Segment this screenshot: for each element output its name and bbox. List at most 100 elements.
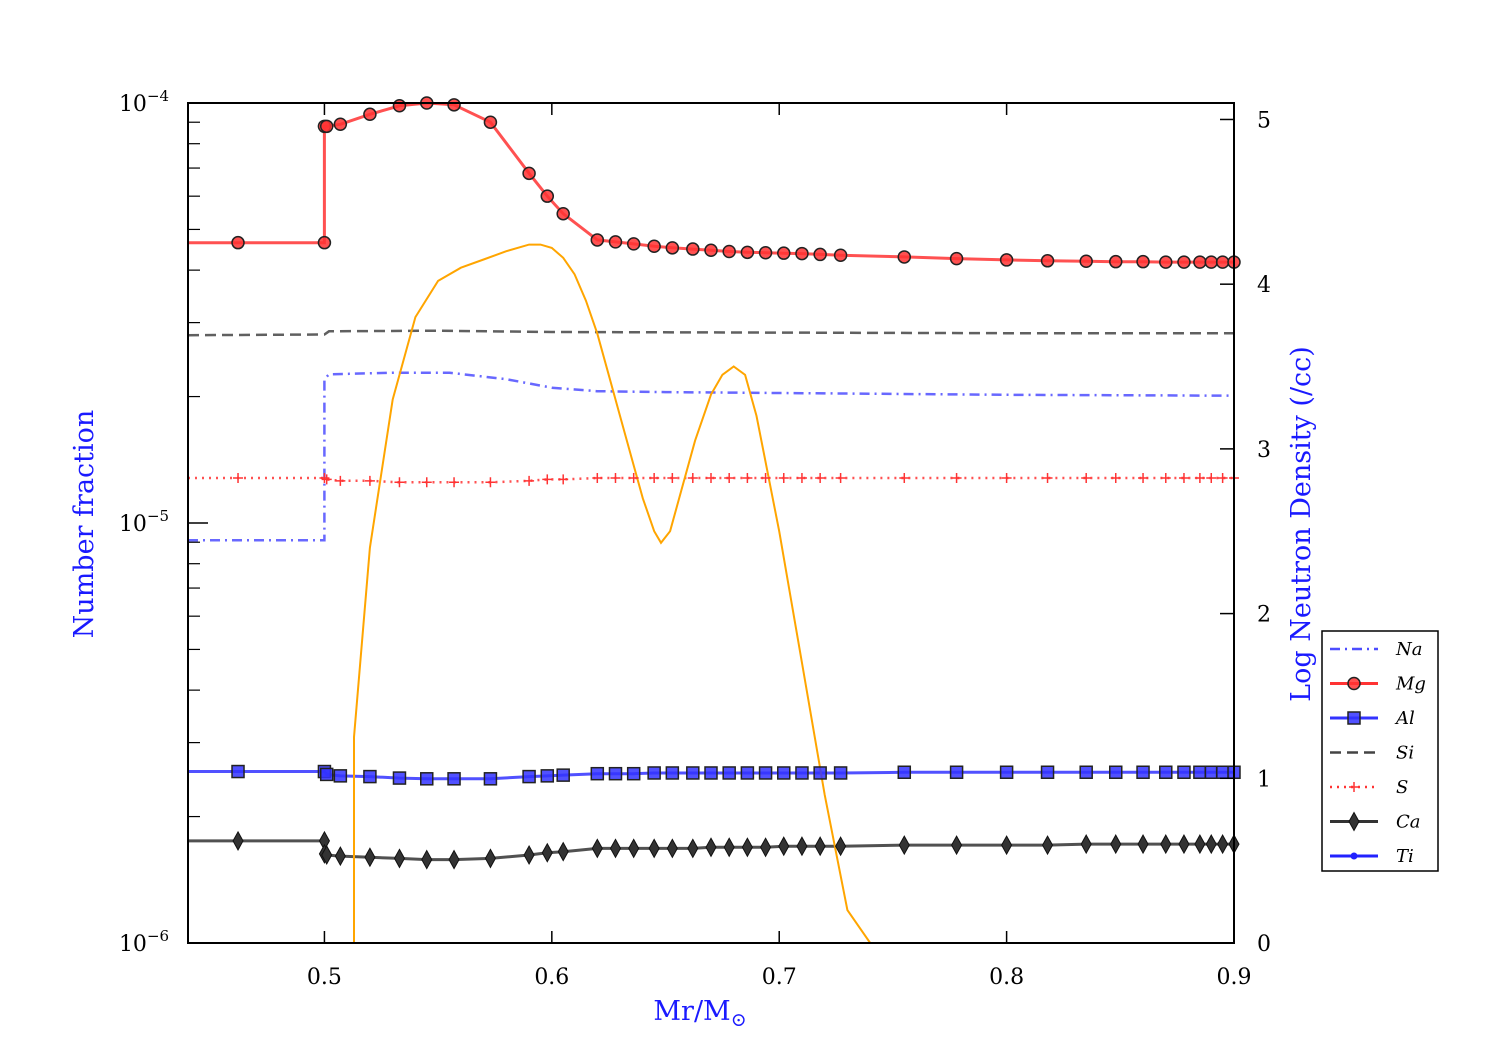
- marker-al: [1193, 765, 1207, 780]
- marker-s: [1206, 472, 1217, 483]
- marker-al: [949, 765, 964, 780]
- marker-s: [1160, 472, 1171, 483]
- legend-marker-mg: [1347, 676, 1361, 691]
- y-right-tick-label: 3: [1257, 438, 1271, 463]
- legend: Na Mg Al Si S Ca Ti: [1321, 630, 1439, 872]
- marker-s: [319, 472, 330, 483]
- y-right-tick-label: 0: [1257, 932, 1271, 957]
- marker-ca: [1001, 835, 1013, 856]
- marker-ca: [705, 837, 717, 858]
- marker-mg: [1079, 254, 1093, 268]
- marker-s: [899, 472, 910, 483]
- marker-s: [706, 472, 716, 483]
- legend-marker-ti: [1350, 852, 1358, 860]
- marker-ca: [609, 838, 622, 859]
- marker-s: [542, 474, 553, 485]
- marker-al: [333, 769, 348, 783]
- marker-ca: [778, 836, 790, 857]
- marker-ca: [1178, 834, 1190, 855]
- legend-label-ca: Ca: [1396, 812, 1421, 833]
- marker-al: [704, 766, 718, 780]
- marker-mg: [1193, 255, 1207, 269]
- marker-s: [1110, 472, 1121, 483]
- plot-frame: [187, 102, 1235, 944]
- marker-mg: [1136, 254, 1150, 269]
- marker-ca: [723, 837, 735, 858]
- y-right-tick-label: 5: [1257, 108, 1271, 133]
- legend-label-al: Al: [1394, 708, 1415, 729]
- series-line-s: [188, 476, 1234, 484]
- marker-ca: [741, 837, 753, 858]
- marker-mg: [833, 248, 848, 263]
- marker-s: [951, 472, 962, 483]
- y-left-tick-label: 10−4: [119, 87, 169, 117]
- marker-s: [610, 472, 621, 483]
- marker-s: [321, 474, 332, 485]
- series-line-na: [188, 371, 1234, 542]
- marker-s: [233, 472, 244, 483]
- x-tick-label: 0.6: [534, 965, 569, 990]
- y-right-tick-label: 4: [1257, 273, 1271, 298]
- neutron-density-line: [353, 243, 872, 943]
- marker-mg: [897, 250, 912, 264]
- marker-ca: [1217, 834, 1229, 855]
- marker-mg: [319, 119, 334, 134]
- marker-ca: [334, 846, 346, 867]
- legend-marker-s: [1349, 782, 1359, 792]
- y-left-tick-label: 10−5: [119, 507, 169, 537]
- marker-s: [592, 472, 603, 483]
- marker-s: [724, 472, 735, 483]
- marker-s: [815, 472, 826, 483]
- y-right-tick-label: 1: [1257, 767, 1271, 792]
- x-tick-label: 0.9: [1217, 965, 1252, 990]
- x-tick-label: 0.5: [307, 965, 342, 990]
- legend-label-na: Na: [1395, 639, 1422, 660]
- marker-ca: [557, 841, 569, 862]
- marker-al: [392, 771, 407, 785]
- marker-s: [796, 472, 807, 483]
- marker-ca: [1110, 834, 1122, 855]
- marker-mg: [447, 98, 461, 112]
- marker-al: [722, 766, 736, 780]
- ticks-layer: 0.5 0.6 0.7 0.8 0.9 10−6 10−5 10−4 0 1 2 3 4 5: [119, 87, 1271, 990]
- marker-al: [522, 769, 536, 784]
- marker-mg: [556, 206, 570, 221]
- marker-al: [1136, 765, 1150, 780]
- marker-mg: [590, 233, 605, 247]
- x-axis-title: Mr/M⊙: [653, 996, 746, 1031]
- marker-al: [608, 766, 623, 781]
- marker-s: [485, 477, 496, 488]
- marker-ca: [1080, 834, 1092, 855]
- marker-mg: [999, 253, 1014, 267]
- marker-al: [999, 765, 1014, 780]
- marker-al: [626, 766, 641, 781]
- marker-mg: [704, 243, 718, 258]
- marker-mg: [363, 107, 377, 122]
- marker-s: [394, 477, 405, 488]
- marker-s: [687, 472, 698, 483]
- marker-mg: [483, 115, 498, 129]
- marker-mg: [777, 246, 791, 260]
- marker-ca: [687, 838, 699, 859]
- marker-al: [556, 768, 570, 782]
- marker-mg: [722, 244, 736, 259]
- marker-al: [813, 766, 827, 780]
- y-axis-right-title: Log Neutron Density (/cc): [1286, 346, 1317, 702]
- marker-ca: [321, 844, 333, 866]
- marker-al: [897, 765, 912, 780]
- marker-s: [1194, 472, 1205, 483]
- marker-ca: [814, 836, 826, 857]
- marker-ca: [232, 830, 244, 851]
- marker-s: [778, 472, 789, 483]
- marker-al: [1040, 765, 1055, 780]
- marker-mg: [1215, 255, 1230, 269]
- marker-al: [1109, 765, 1123, 780]
- marker-ca: [796, 836, 808, 857]
- marker-s: [335, 475, 346, 486]
- marker-al: [540, 769, 555, 783]
- marker-ca: [1205, 834, 1217, 855]
- marker-ca: [835, 836, 847, 857]
- marker-al: [777, 766, 791, 780]
- marker-mg: [795, 246, 809, 261]
